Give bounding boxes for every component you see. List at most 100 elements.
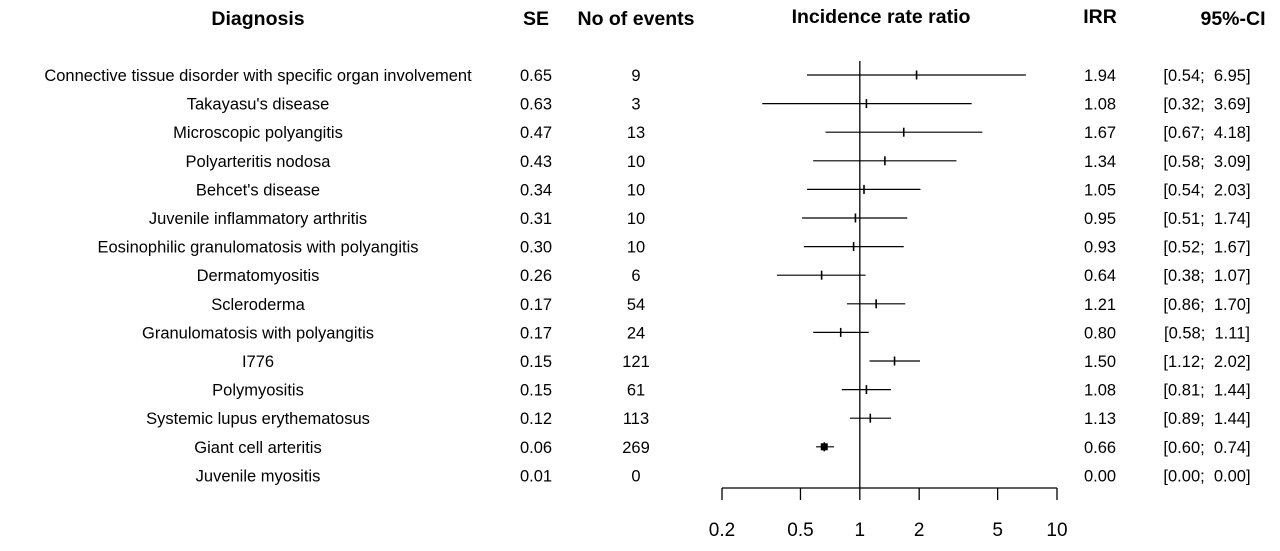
ci-value: [0.51; 1.74] — [1163, 210, 1250, 228]
ci-value: [0.60; 0.74] — [1163, 439, 1250, 457]
ci-value: [0.81; 1.44] — [1163, 382, 1250, 400]
forest-row: Polymyositis 0.15 61 1.08 [0.81; 1.44] — [212, 382, 1250, 400]
diagnosis-label: Microscopic polyangitis — [173, 124, 343, 142]
diagnosis-label: Juvenile myositis — [196, 467, 321, 485]
ci-value: [0.58; 1.11] — [1164, 324, 1250, 342]
irr-value: 1.94 — [1084, 67, 1116, 85]
se-value: 0.01 — [520, 467, 552, 485]
x-tick-label: 1 — [855, 520, 866, 541]
header-diagnosis: Diagnosis — [211, 8, 304, 30]
ci-value: [0.00; 0.00] — [1163, 467, 1250, 485]
events-value: 121 — [622, 353, 650, 371]
irr-value: 1.50 — [1084, 353, 1116, 371]
x-tick-label: 5 — [992, 520, 1003, 541]
se-value: 0.15 — [520, 353, 552, 371]
irr-value: 0.80 — [1084, 324, 1116, 342]
forest-row: Dermatomyositis 0.26 6 0.64 [0.38; 1.07] — [197, 267, 1251, 285]
forest-row: Connective tissue disorder with specific… — [44, 67, 1250, 85]
se-value: 0.43 — [520, 153, 552, 171]
point-estimate-box — [820, 443, 828, 451]
events-value: 61 — [627, 382, 645, 400]
se-value: 0.17 — [520, 296, 552, 314]
forest-row: Polyarteritis nodosa 0.43 10 1.34 [0.58; 3.0… — [186, 153, 1251, 171]
header-95-ci: 95%-CI — [1200, 8, 1265, 30]
diagnosis-label: Eosinophilic granulomatosis with polyang… — [97, 239, 418, 257]
irr-value: 0.00 — [1084, 467, 1116, 485]
se-value: 0.26 — [520, 267, 552, 285]
forest-row: I776 0.15 121 1.50 [1.12; 2.02] — [242, 353, 1251, 371]
events-value: 10 — [627, 153, 645, 171]
se-value: 0.15 — [520, 382, 552, 400]
irr-value: 1.34 — [1084, 153, 1116, 171]
se-value: 0.30 — [520, 239, 552, 257]
ci-value: [0.54; 6.95] — [1163, 67, 1250, 85]
forest-row: Systemic lupus erythematosus 0.12 113 1.13 [… — [146, 410, 1250, 428]
diagnosis-label: Systemic lupus erythematosus — [146, 410, 370, 428]
events-value: 13 — [627, 124, 645, 142]
diagnosis-label: Behcet's disease — [196, 181, 320, 199]
events-value: 9 — [631, 67, 640, 85]
diagnosis-label: Connective tissue disorder with specific… — [44, 67, 472, 85]
diagnosis-label: Polymyositis — [212, 382, 304, 400]
forest-row: Eosinophilic granulomatosis with polyang… — [97, 239, 1250, 257]
se-value: 0.31 — [520, 210, 552, 228]
irr-value: 1.05 — [1084, 181, 1116, 199]
ci-value: [0.32; 3.69] — [1163, 96, 1250, 114]
ci-value: [0.86; 1.70] — [1163, 296, 1250, 314]
events-value: 113 — [623, 410, 649, 428]
events-value: 269 — [622, 439, 650, 457]
irr-value: 1.08 — [1084, 96, 1116, 114]
x-tick-label: 10 — [1046, 520, 1067, 541]
events-value: 54 — [627, 296, 645, 314]
events-value: 0 — [631, 467, 640, 485]
forest-row: Microscopic polyangitis 0.47 13 1.67 [0.67; … — [173, 124, 1250, 142]
x-axis: 0.2 0.5 1 2 5 10 — [709, 487, 1068, 541]
ci-value: [1.12; 2.02] — [1163, 353, 1250, 371]
forest-row: Scleroderma 0.17 54 1.21 [0.86; 1.70] — [211, 296, 1250, 314]
events-value: 6 — [631, 267, 640, 285]
ci-value: [0.38; 1.07] — [1163, 267, 1250, 285]
diagnosis-label: Scleroderma — [211, 296, 305, 314]
se-value: 0.34 — [520, 181, 552, 199]
diagnosis-label: Granulomatosis with polyangitis — [142, 324, 374, 342]
irr-value: 0.64 — [1084, 267, 1116, 285]
diagnosis-label: Polyarteritis nodosa — [186, 153, 332, 171]
header-se: SE — [523, 8, 549, 30]
irr-value: 1.13 — [1084, 410, 1116, 428]
se-value: 0.17 — [520, 324, 552, 342]
forest-row: Granulomatosis with polyangitis 0.17 24 0.8… — [142, 324, 1250, 342]
forest-row: Giant cell arteritis 0.06 269 0.66 [0.60; 0.… — [194, 439, 1250, 457]
x-tick-label: 0.2 — [709, 520, 735, 541]
diagnosis-label: I776 — [242, 353, 274, 371]
se-value: 0.47 — [520, 124, 552, 142]
ci-value: [0.58; 3.09] — [1163, 153, 1250, 171]
ci-value: [0.89; 1.44] — [1163, 410, 1250, 428]
irr-value: 1.67 — [1084, 124, 1116, 142]
se-value: 0.06 — [520, 439, 552, 457]
irr-value: 0.66 — [1084, 439, 1116, 457]
ci-value: [0.54; 2.03] — [1163, 181, 1250, 199]
se-value: 0.65 — [520, 67, 552, 85]
events-value: 10 — [627, 239, 645, 257]
events-value: 24 — [627, 324, 645, 342]
ci-value: [0.52; 1.67] — [1163, 239, 1250, 257]
forest-row: Juvenile inflammatory arthritis 0.31 10 0.9… — [149, 210, 1251, 228]
diagnosis-label: Dermatomyositis — [197, 267, 320, 285]
irr-value: 0.95 — [1084, 210, 1116, 228]
ci-value: [0.67; 4.18] — [1163, 124, 1250, 142]
events-value: 10 — [627, 181, 645, 199]
diagnosis-label: Takayasu's disease — [187, 96, 330, 114]
irr-value: 1.08 — [1084, 382, 1116, 400]
header-irr: IRR — [1083, 6, 1117, 28]
header-events: No of events — [577, 8, 694, 30]
forest-row: Takayasu's disease 0.63 3 1.08 [0.32; 3.69] — [187, 96, 1251, 114]
header-incidence-rate-ratio: Incidence rate ratio — [792, 6, 971, 28]
events-value: 3 — [631, 96, 640, 114]
se-value: 0.63 — [520, 96, 552, 114]
irr-value: 1.21 — [1084, 296, 1116, 314]
x-tick-label: 0.5 — [787, 520, 813, 541]
forest-row: Behcet's disease 0.34 10 1.05 [0.54; 2.03] — [196, 181, 1251, 199]
se-value: 0.12 — [520, 410, 552, 428]
diagnosis-label: Juvenile inflammatory arthritis — [149, 210, 367, 228]
